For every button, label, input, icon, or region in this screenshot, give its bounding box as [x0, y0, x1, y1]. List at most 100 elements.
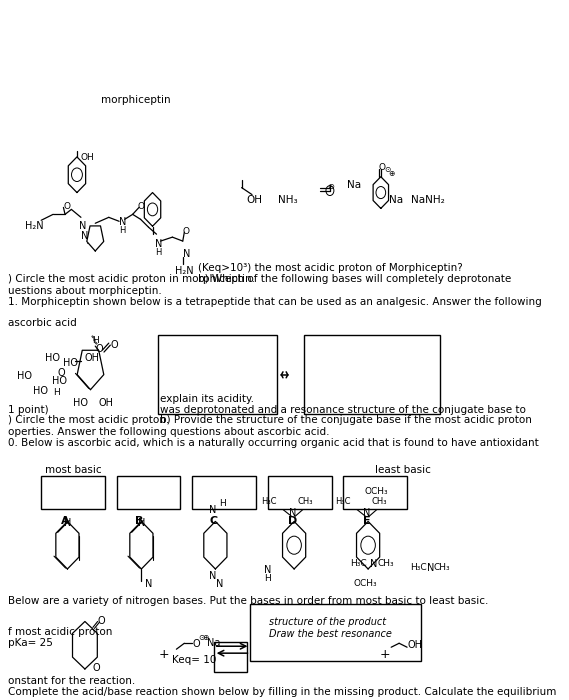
Text: OCH₃: OCH₃ — [354, 579, 377, 588]
Text: 0. Below is ascorbic acid, which is a naturally occurring organic acid that is f: 0. Below is ascorbic acid, which is a na… — [8, 438, 538, 448]
Text: CH₃: CH₃ — [298, 496, 313, 505]
Text: A: A — [61, 517, 69, 526]
Text: O: O — [98, 615, 105, 626]
Text: H: H — [219, 498, 226, 508]
Bar — [304, 335, 440, 414]
Text: ⊕: ⊕ — [203, 634, 209, 643]
Text: H: H — [53, 388, 60, 397]
Text: H: H — [92, 336, 99, 345]
Text: N: N — [138, 519, 145, 528]
Text: N: N — [370, 559, 377, 569]
Text: N: N — [79, 221, 86, 231]
Text: CH₃: CH₃ — [434, 563, 450, 572]
Text: Below are a variety of nitrogen bases. Put the bases in order from most basic to: Below are a variety of nitrogen bases. P… — [8, 596, 488, 605]
Text: structure of the product: structure of the product — [270, 617, 386, 626]
Text: O: O — [183, 228, 189, 236]
Text: Keq= 10: Keq= 10 — [172, 655, 217, 665]
Text: explain its acidity.: explain its acidity. — [160, 393, 254, 404]
Text: HO: HO — [45, 353, 60, 363]
Text: N: N — [289, 508, 296, 519]
Text: HO: HO — [17, 371, 32, 381]
Text: HO: HO — [52, 376, 67, 386]
Text: Complete the acid/base reaction shown below by filling in the missing product. C: Complete the acid/base reaction shown be… — [8, 687, 556, 696]
Text: OH: OH — [407, 640, 422, 650]
Text: f most acidic proton: f most acidic proton — [8, 627, 112, 638]
Text: (Keq>10³) the most acidic proton of Morphiceptin?: (Keq>10³) the most acidic proton of Morp… — [198, 263, 463, 273]
Text: HO: HO — [63, 358, 77, 368]
Text: ) Circle the most acidic proton.: ) Circle the most acidic proton. — [8, 415, 169, 426]
Text: B: B — [135, 517, 143, 526]
Text: N: N — [363, 508, 370, 519]
Text: N: N — [145, 579, 152, 589]
Text: NaNH₂: NaNH₂ — [411, 195, 445, 204]
Text: N: N — [81, 231, 88, 241]
Text: H: H — [119, 226, 126, 235]
Bar — [214, 643, 247, 672]
Text: N: N — [216, 579, 224, 589]
Text: NH₃: NH₃ — [278, 195, 298, 204]
Text: 1 point): 1 point) — [8, 405, 48, 414]
Text: ⊙: ⊙ — [199, 634, 205, 643]
Text: H: H — [155, 248, 161, 257]
Text: N: N — [209, 571, 217, 581]
Text: ⊙: ⊙ — [384, 164, 390, 174]
Text: ⊙: ⊙ — [328, 182, 335, 190]
Text: HO: HO — [33, 386, 48, 396]
Text: HO: HO — [73, 398, 88, 407]
Text: H₂N: H₂N — [175, 266, 193, 276]
Text: H₃C: H₃C — [261, 496, 277, 505]
Text: b) Provide the structure of the conjugate base if the most acidic proton: b) Provide the structure of the conjugat… — [160, 415, 533, 426]
Text: O: O — [378, 163, 385, 172]
Text: CH₃: CH₃ — [378, 559, 394, 568]
Text: OH: OH — [85, 353, 100, 363]
Text: H: H — [264, 574, 271, 583]
Text: pKa= 25: pKa= 25 — [8, 638, 52, 648]
Text: was deprotonated and a resonance structure of the conjugate base to: was deprotonated and a resonance structu… — [160, 405, 526, 414]
Text: OH: OH — [81, 153, 94, 162]
Text: O: O — [192, 639, 200, 650]
Text: H₂N: H₂N — [25, 221, 44, 231]
Text: H₃C: H₃C — [410, 563, 427, 572]
Text: ascorbic acid: ascorbic acid — [8, 318, 76, 328]
Text: O: O — [92, 663, 100, 673]
Text: Na: Na — [207, 638, 220, 648]
Text: ) Circle the most acidic proton in morphiceptin.: ) Circle the most acidic proton in morph… — [8, 274, 255, 284]
Text: D: D — [288, 517, 297, 526]
Text: C: C — [209, 517, 217, 526]
Text: 1. Morphiceptin shown below is a tetrapeptide that can be used as an analgesic. : 1. Morphiceptin shown below is a tetrape… — [8, 297, 542, 307]
Text: N: N — [427, 563, 434, 573]
Text: N: N — [264, 565, 271, 575]
Text: O: O — [57, 368, 65, 378]
Text: +: + — [159, 648, 170, 662]
Text: OH: OH — [246, 195, 262, 204]
Bar — [41, 476, 105, 508]
Text: Draw the best resonance: Draw the best resonance — [270, 629, 393, 639]
Text: O: O — [63, 202, 71, 211]
Text: O: O — [110, 340, 118, 350]
Text: least basic: least basic — [376, 465, 431, 475]
Text: uestions about morphiceptin.: uestions about morphiceptin. — [8, 286, 162, 295]
Bar — [250, 603, 422, 661]
Text: N: N — [64, 519, 71, 528]
Text: H₃C: H₃C — [350, 559, 366, 568]
Bar — [158, 335, 278, 414]
Text: OCH₃: OCH₃ — [364, 486, 387, 496]
Text: O: O — [95, 344, 103, 354]
Bar — [192, 476, 256, 508]
Bar — [268, 476, 332, 508]
Text: H₃C: H₃C — [335, 496, 351, 505]
Text: .: . — [86, 236, 89, 246]
Text: +: + — [379, 648, 390, 662]
Text: most basic: most basic — [45, 465, 102, 475]
Bar — [344, 476, 407, 508]
Text: N: N — [155, 239, 162, 249]
Text: N: N — [119, 217, 126, 228]
Text: ⊕: ⊕ — [389, 169, 395, 178]
Text: CH₃: CH₃ — [372, 496, 387, 505]
Bar — [117, 476, 180, 508]
Text: E: E — [362, 517, 370, 526]
Text: OH: OH — [98, 398, 113, 407]
Text: N: N — [183, 249, 190, 259]
Text: Na: Na — [389, 195, 403, 204]
Text: Na: Na — [347, 180, 361, 190]
